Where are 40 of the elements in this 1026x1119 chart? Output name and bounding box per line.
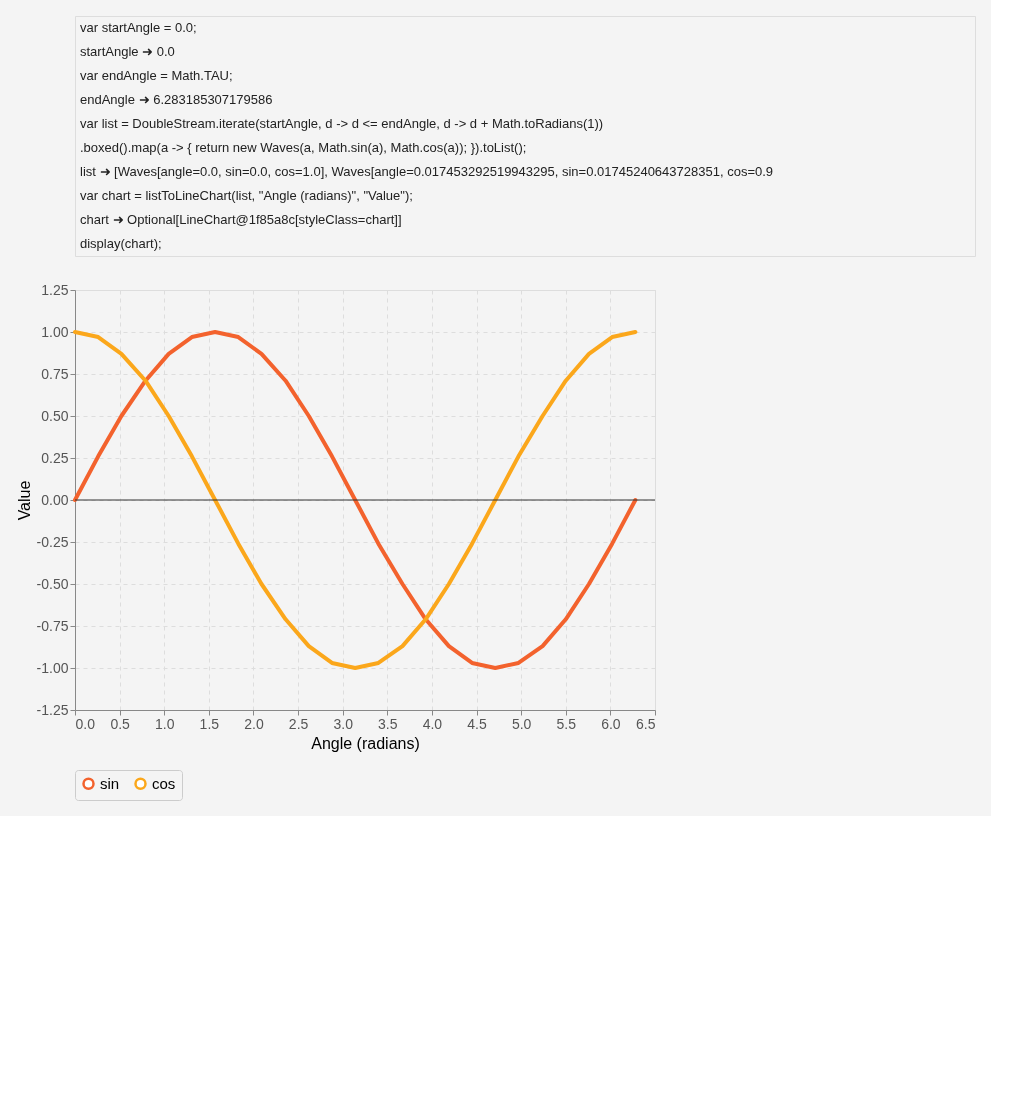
text: chart ➜ Optional[LineChart@1f85a8c[styleClass=chart]] bbox=[80, 212, 402, 227]
x-tick-label: 0.5 bbox=[110, 715, 131, 732]
y-tick-label: 0.50 bbox=[41, 407, 69, 424]
x-tick-label: 4.5 bbox=[467, 715, 487, 732]
text: startAngle ➜ 0.0 bbox=[80, 44, 175, 59]
x-tick-label: 3.5 bbox=[378, 715, 398, 732]
y-tick-label: -0.50 bbox=[36, 575, 69, 592]
y-tick-label: 1.25 bbox=[41, 281, 69, 298]
text: var list = DoubleStream.iterate(startAngle, d -> d <= endAngle, d -> d + Math.toRadians(1)) bbox=[80, 116, 604, 131]
text: display(chart); bbox=[80, 236, 162, 251]
line-series bbox=[73, 330, 638, 670]
x-tick-label: 5.0 bbox=[511, 715, 532, 732]
y-axis-title: Value bbox=[15, 480, 33, 521]
y-tick-label: -0.25 bbox=[36, 533, 69, 550]
x-tick-label: 1.5 bbox=[199, 715, 220, 732]
text: var endAngle = Math.TAU; bbox=[80, 68, 233, 83]
y-tick-label: -0.75 bbox=[36, 617, 69, 634]
y-tick-label: 1.00 bbox=[41, 323, 69, 340]
x-tick-label: 6.0 bbox=[601, 715, 621, 732]
x-tick-label: 3.0 bbox=[333, 715, 354, 732]
text: list ➜ [Waves[angle=0.0, sin=0.0, cos=1.0], Waves[angle=0.017453292519943295, sin=0.01745240643728351, cos=0.9 bbox=[80, 164, 774, 179]
y-tick-label: -1.25 bbox=[36, 701, 69, 718]
x-tick-label: 2.0 bbox=[244, 715, 264, 732]
text: var chart = listToLineChart(list, "Angle (radians)", "Value"); bbox=[80, 188, 413, 203]
text: endAngle ➜ 6.283185307179586 bbox=[80, 92, 273, 107]
x-tick-label: 1.0 bbox=[155, 715, 175, 732]
x-tick-label: 4.0 bbox=[422, 715, 443, 732]
x-tick-label: 5.5 bbox=[556, 715, 577, 732]
x-tick-label: 0.0 bbox=[75, 715, 96, 732]
text: var startAngle = 0.0; bbox=[80, 20, 197, 35]
legend-label: cos bbox=[152, 774, 176, 792]
y-tick-label: -1.00 bbox=[36, 659, 69, 676]
legend-label: sin bbox=[100, 774, 120, 792]
x-tick-label: 6.5 bbox=[636, 715, 656, 732]
y-tick-label: 0.00 bbox=[41, 491, 69, 508]
x-tick-label: 2.5 bbox=[288, 715, 309, 732]
text: .boxed().map(a -> { return new Waves(a, Math.sin(a), Math.cos(a)); }).toList(); bbox=[80, 140, 527, 155]
y-tick-label: 0.75 bbox=[41, 365, 69, 382]
x-axis-title: Angle (radians) bbox=[311, 734, 420, 752]
y-tick-label: 0.25 bbox=[41, 449, 69, 466]
